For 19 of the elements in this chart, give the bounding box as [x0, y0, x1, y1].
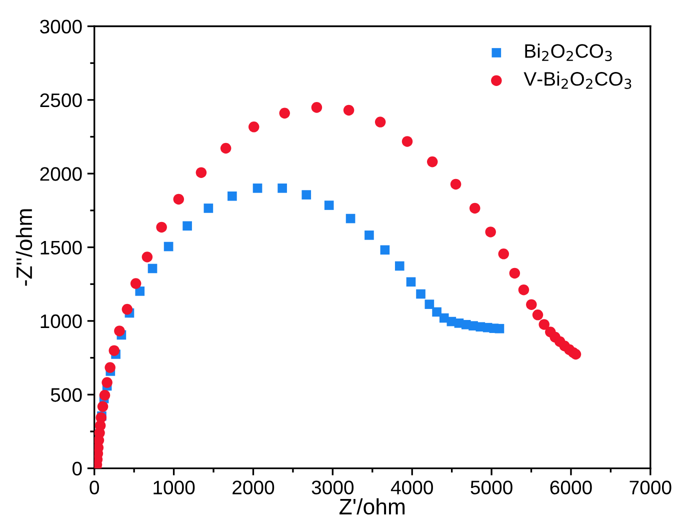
- y-axis-title: -Z''/ohm: [16, 209, 32, 286]
- x-tick-label: 1000: [154, 480, 195, 494]
- y-tick-label: 2500: [40, 93, 82, 108]
- y-tick-label: 0: [72, 462, 82, 476]
- x-tick-label: 5000: [470, 480, 512, 494]
- x-tick-label: 4000: [390, 480, 433, 494]
- y-tick-label: 3000: [40, 20, 82, 34]
- y-tick-label: 1500: [40, 240, 82, 255]
- x-tick-label: 6000: [550, 480, 592, 494]
- x-tick-label: 0: [90, 480, 100, 494]
- x-tick-label: 3000: [312, 480, 354, 494]
- legend-label: Bi$_{2}$O$_{2}$CO$_{3}$: [525, 44, 612, 62]
- x-tick-label: 7000: [630, 480, 672, 494]
- x-tick-label: 2000: [232, 480, 274, 494]
- x-axis-title: Z'/ohm: [339, 498, 405, 515]
- y-tick-label: 500: [50, 388, 82, 402]
- y-tick-label: 1000: [40, 314, 82, 328]
- y-tick-label: 2000: [40, 167, 82, 181]
- legend-label: V-Bi$_{2}$O$_{2}$CO$_{3}$: [524, 71, 632, 89]
